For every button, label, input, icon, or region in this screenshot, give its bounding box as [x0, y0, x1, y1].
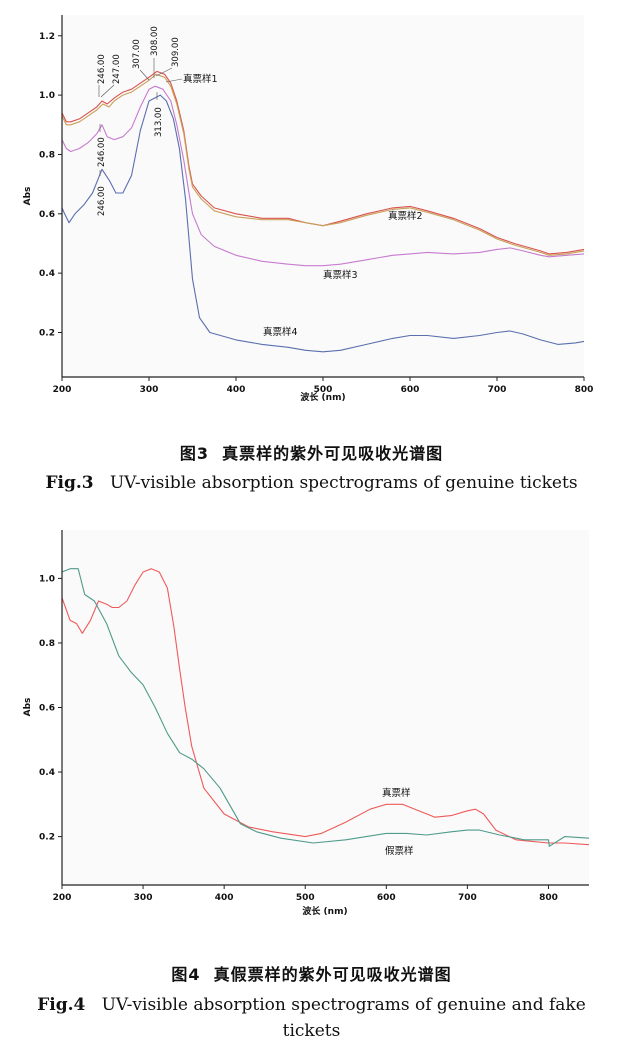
- peak-label: 246.00: [97, 186, 107, 216]
- peak-label: 246.00: [97, 137, 107, 167]
- figure-4-title-zh: 真假票样的紫外可见吸收光谱图: [213, 965, 452, 984]
- peak-label: 246.00: [97, 54, 107, 84]
- x-tick-label: 200: [53, 385, 72, 395]
- series-line-2: [61, 73, 585, 256]
- x-tick-label: 800: [539, 893, 558, 903]
- y-axis-label: Abs: [23, 187, 33, 206]
- plot-area: [62, 530, 589, 885]
- x-tick-label: 400: [215, 893, 234, 903]
- y-tick-label: 0.2: [39, 328, 55, 338]
- x-tick-label: 300: [140, 385, 159, 395]
- x-axis-label: 波长 (nm): [300, 391, 345, 403]
- peak-label: 307.00: [132, 39, 142, 69]
- x-tick-label: 500: [314, 385, 333, 395]
- x-tick-label: 700: [488, 385, 507, 395]
- x-tick-label: 800: [575, 385, 594, 395]
- series-line-3: [61, 85, 585, 267]
- peak-label: 247.00: [112, 54, 122, 84]
- figure-3-number-zh: 图3: [179, 444, 209, 463]
- peak-label: 309.00: [171, 37, 181, 67]
- x-tick-label: 500: [296, 893, 315, 903]
- figure-3-caption-en: Fig.3 UV-visible absorption spectrograms…: [0, 473, 623, 493]
- y-tick-label: 0.4: [39, 768, 55, 778]
- figure-4-number-en: Fig.4: [37, 995, 86, 1015]
- y-tick-label: 0.6: [39, 704, 55, 714]
- figure-3-title-zh: 真票样的紫外可见吸收光谱图: [222, 444, 444, 463]
- series-label-genuine: 真票样: [382, 787, 411, 799]
- y-axis-label: Abs: [23, 698, 33, 717]
- peak-label: 313.00: [154, 107, 164, 137]
- x-tick-label: 600: [377, 893, 396, 903]
- series-line-2: [61, 568, 590, 847]
- x-tick-label: 600: [401, 385, 420, 395]
- figure-3-chart: 200 300 400 500 600 700 8000.20.40.60.81.01.2 …: [23, 15, 594, 403]
- series-label-1: 真票样1: [183, 73, 218, 85]
- series-label-fake: 假票样: [385, 845, 414, 857]
- y-tick-label: 0.8: [39, 150, 55, 160]
- x-tick-label: 400: [227, 385, 246, 395]
- plot-area: [62, 15, 584, 377]
- series-line-1: [61, 70, 585, 255]
- y-tick-label: 0.4: [39, 269, 55, 279]
- series-label-3: 真票样3: [323, 269, 358, 281]
- y-tick-label: 1.0: [39, 91, 55, 101]
- x-tick-label: 300: [134, 893, 153, 903]
- y-tick-label: 1.2: [39, 32, 55, 42]
- peak-label: 308.00: [150, 26, 160, 56]
- x-tick-label: 200: [53, 893, 72, 903]
- figure-4-caption-zh: 图4 真假票样的紫外可见吸收光谱图: [0, 961, 623, 985]
- series-line-4: [61, 94, 585, 353]
- figure-4-title-en: UV-visible absorption spectrograms of ge…: [101, 995, 586, 1041]
- figure-3-caption-zh: 图3 真票样的紫外可见吸收光谱图: [0, 440, 623, 464]
- figure-4-number-zh: 图4: [171, 965, 201, 984]
- series-line-1: [61, 568, 590, 846]
- y-tick-label: 0.2: [39, 833, 55, 843]
- y-tick-label: 1.0: [39, 574, 55, 584]
- y-tick-label: 0.8: [39, 639, 55, 649]
- figure-3-number-en: Fig.3: [45, 473, 94, 493]
- series-label-2: 真票样2: [388, 210, 423, 222]
- x-axis-label: 波长 (nm): [302, 905, 347, 917]
- x-tick-label: 700: [458, 893, 477, 903]
- y-tick-label: 0.6: [39, 210, 55, 220]
- figure-3-title-en: UV-visible absorption spectrograms of ge…: [109, 473, 578, 493]
- figure-4-caption-en: Fig.4 UV-visible absorption spectrograms…: [0, 992, 623, 1044]
- series-label-4: 真票样4: [263, 326, 298, 338]
